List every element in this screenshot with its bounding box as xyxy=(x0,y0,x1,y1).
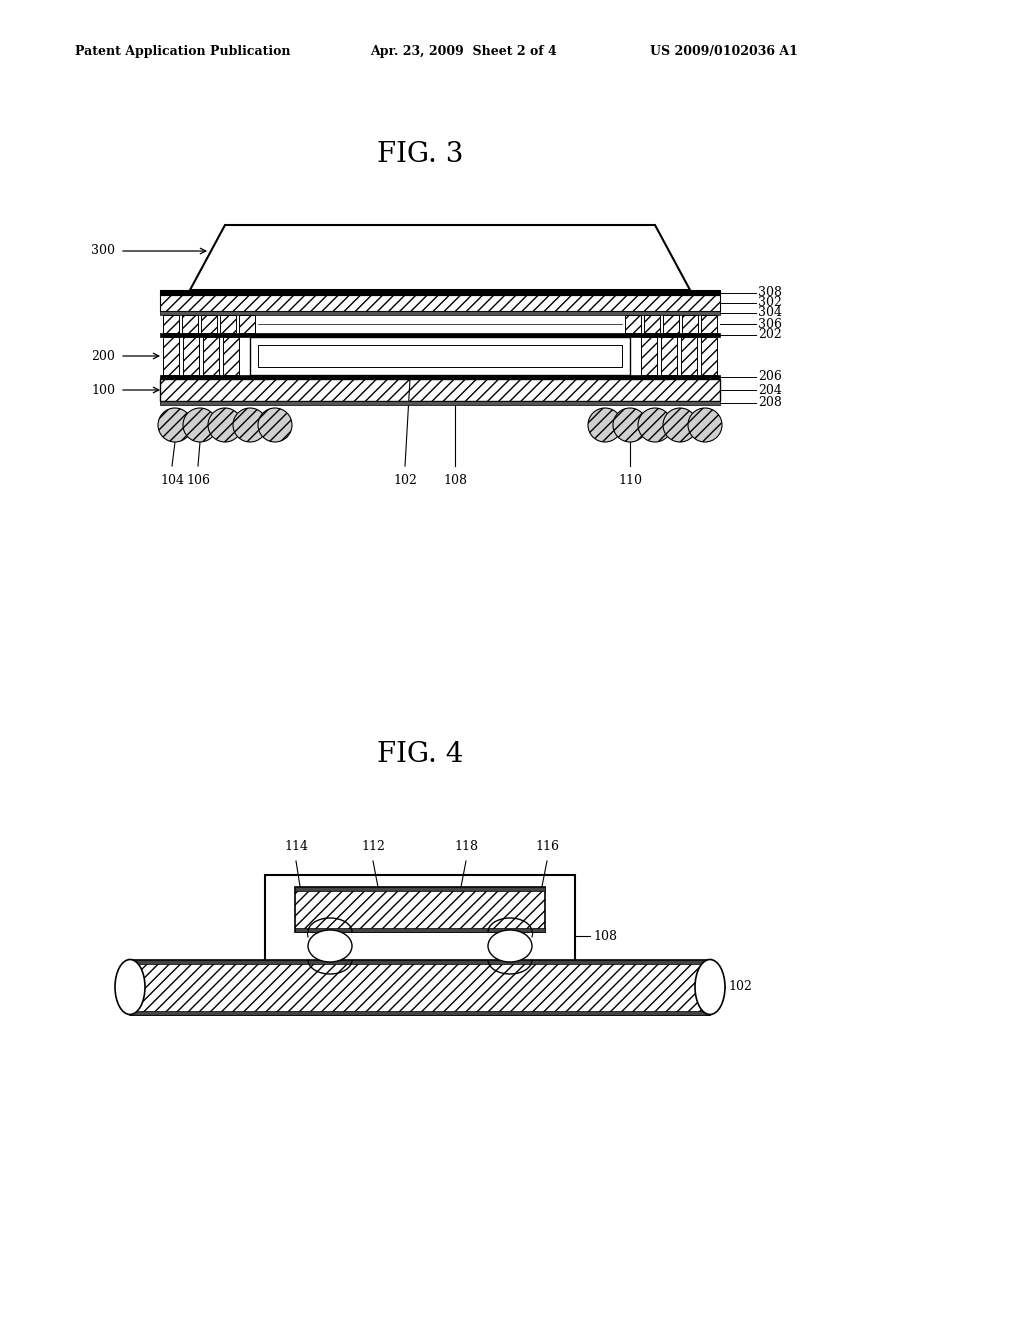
Text: 102: 102 xyxy=(728,981,752,994)
Circle shape xyxy=(258,408,292,442)
Text: 304: 304 xyxy=(758,306,782,319)
Bar xyxy=(182,315,198,333)
Bar xyxy=(239,315,255,333)
Ellipse shape xyxy=(695,960,725,1015)
Text: 300: 300 xyxy=(91,244,115,257)
Bar xyxy=(130,960,710,1015)
Bar xyxy=(160,401,720,405)
Text: 108: 108 xyxy=(443,474,467,487)
Text: 208: 208 xyxy=(758,396,782,409)
Bar xyxy=(295,928,545,932)
Bar xyxy=(163,315,179,333)
Text: 104: 104 xyxy=(160,474,184,487)
Bar xyxy=(203,337,219,375)
Bar xyxy=(644,315,660,333)
Ellipse shape xyxy=(115,960,145,1015)
Circle shape xyxy=(638,408,672,442)
Bar xyxy=(163,337,179,375)
Polygon shape xyxy=(190,224,690,290)
Bar xyxy=(223,337,239,375)
Circle shape xyxy=(183,408,217,442)
Bar xyxy=(265,875,575,997)
Bar xyxy=(130,960,710,964)
Text: 206: 206 xyxy=(758,371,782,384)
Bar xyxy=(183,337,199,375)
Bar xyxy=(160,375,720,379)
Text: 302: 302 xyxy=(758,297,782,309)
Bar xyxy=(701,315,717,333)
Bar xyxy=(160,312,720,315)
Bar xyxy=(641,337,657,375)
Text: 308: 308 xyxy=(758,286,782,300)
Text: FIG. 3: FIG. 3 xyxy=(377,141,463,169)
Ellipse shape xyxy=(488,931,532,962)
Circle shape xyxy=(613,408,647,442)
Text: 110: 110 xyxy=(618,474,642,487)
Circle shape xyxy=(208,408,242,442)
Bar xyxy=(701,337,717,375)
Bar xyxy=(662,337,677,375)
Circle shape xyxy=(663,408,697,442)
Bar xyxy=(160,379,720,401)
Text: 112: 112 xyxy=(361,840,385,853)
Circle shape xyxy=(688,408,722,442)
Text: 200: 200 xyxy=(91,350,115,363)
Text: 108: 108 xyxy=(593,929,617,942)
Bar xyxy=(663,315,679,333)
Text: US 2009/0102036 A1: US 2009/0102036 A1 xyxy=(650,45,798,58)
Ellipse shape xyxy=(308,931,352,962)
Text: 306: 306 xyxy=(758,318,782,330)
Text: Patent Application Publication: Patent Application Publication xyxy=(75,45,291,58)
Bar xyxy=(201,315,217,333)
Bar xyxy=(160,333,720,337)
Text: FIG. 4: FIG. 4 xyxy=(377,742,463,768)
Circle shape xyxy=(158,408,193,442)
Text: 106: 106 xyxy=(186,474,210,487)
Bar xyxy=(160,290,720,294)
Text: 102: 102 xyxy=(393,474,417,487)
Bar xyxy=(258,345,622,367)
Text: 100: 100 xyxy=(91,384,115,396)
Bar xyxy=(295,887,545,932)
Circle shape xyxy=(233,408,267,442)
Bar xyxy=(250,337,630,375)
Bar xyxy=(220,315,236,333)
Text: 204: 204 xyxy=(758,384,782,396)
Circle shape xyxy=(588,408,622,442)
Text: 118: 118 xyxy=(454,840,478,853)
Bar xyxy=(160,294,720,312)
Bar xyxy=(681,337,697,375)
Text: 116: 116 xyxy=(535,840,559,853)
Bar xyxy=(682,315,698,333)
Text: Apr. 23, 2009  Sheet 2 of 4: Apr. 23, 2009 Sheet 2 of 4 xyxy=(370,45,557,58)
Bar xyxy=(625,315,641,333)
Bar xyxy=(130,1011,710,1015)
Bar xyxy=(295,887,545,891)
Text: 114: 114 xyxy=(284,840,308,853)
Text: 202: 202 xyxy=(758,329,781,342)
